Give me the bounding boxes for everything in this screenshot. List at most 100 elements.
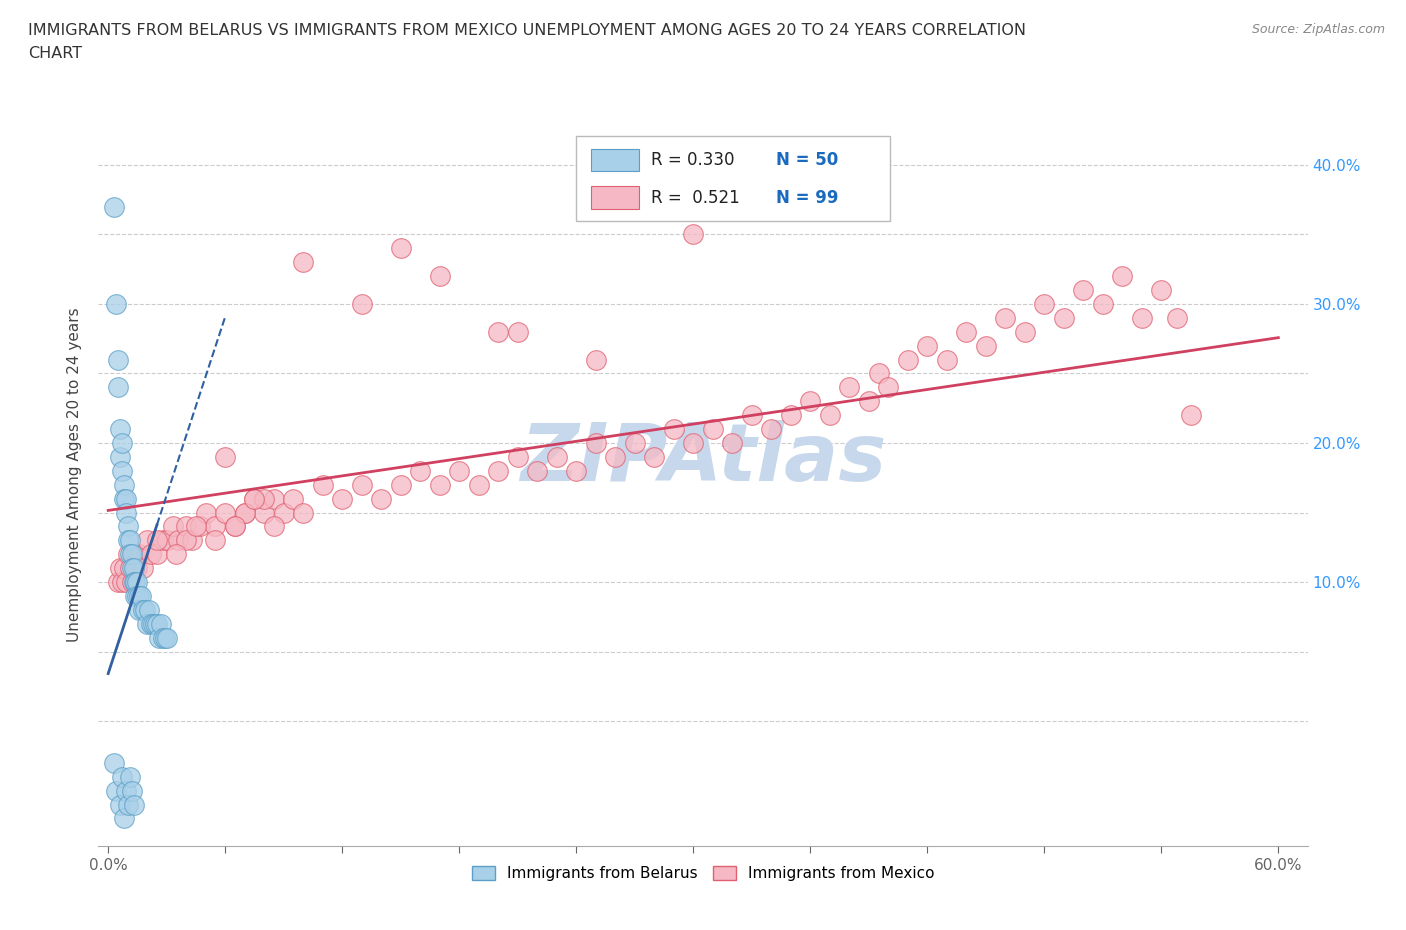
Point <box>139 547 162 562</box>
Point <box>370 491 392 506</box>
Point <box>1111 269 1133 284</box>
Point <box>1053 311 1076 325</box>
Point <box>605 449 627 464</box>
Point <box>139 617 162 631</box>
Point <box>506 449 529 464</box>
Point <box>108 421 131 436</box>
Point <box>818 407 841 422</box>
Point <box>127 589 149 604</box>
Point <box>350 477 373 492</box>
Point <box>132 561 155 576</box>
Point <box>194 505 217 520</box>
Point <box>149 617 172 631</box>
Point <box>146 533 169 548</box>
Point <box>121 547 143 562</box>
Point <box>131 589 153 604</box>
Point <box>702 421 724 436</box>
Point <box>111 463 134 478</box>
Point <box>897 352 920 367</box>
Point <box>128 589 150 604</box>
Point <box>107 575 129 590</box>
Point <box>721 435 744 450</box>
Point <box>153 631 176 645</box>
Point <box>243 491 266 506</box>
Text: R = 0.330: R = 0.330 <box>651 152 734 169</box>
Point <box>117 533 139 548</box>
Point <box>682 435 704 450</box>
Point <box>1091 297 1114 312</box>
Point <box>112 477 135 492</box>
Point <box>114 783 136 798</box>
Point <box>111 769 134 784</box>
Point <box>486 325 509 339</box>
Point <box>108 561 131 576</box>
Point <box>623 435 645 450</box>
Point <box>682 227 704 242</box>
Point <box>146 617 169 631</box>
Point <box>152 631 174 645</box>
Point <box>174 519 197 534</box>
Point <box>935 352 957 367</box>
Text: ZIPAtlas: ZIPAtlas <box>520 420 886 498</box>
Point <box>184 519 207 534</box>
Point <box>111 435 134 450</box>
Point <box>263 491 285 506</box>
Point <box>214 449 236 464</box>
Point <box>761 421 783 436</box>
Point <box>214 505 236 520</box>
Point <box>127 575 149 590</box>
Point <box>273 505 295 520</box>
Text: N = 50: N = 50 <box>776 152 838 169</box>
Point <box>114 575 136 590</box>
Point <box>204 533 226 548</box>
Point <box>117 797 139 812</box>
Point <box>429 477 451 492</box>
Point <box>118 547 141 562</box>
Point <box>108 449 131 464</box>
Point <box>103 755 125 770</box>
Point <box>389 241 412 256</box>
Point <box>117 547 139 562</box>
Point <box>122 797 145 812</box>
Point <box>429 269 451 284</box>
Point <box>486 463 509 478</box>
Point <box>467 477 489 492</box>
Point <box>118 533 141 548</box>
Point <box>103 199 125 214</box>
Point <box>143 617 166 631</box>
Y-axis label: Unemployment Among Ages 20 to 24 years: Unemployment Among Ages 20 to 24 years <box>67 307 83 642</box>
Point <box>152 533 174 548</box>
Point <box>546 449 568 464</box>
Point <box>224 519 246 534</box>
Point <box>643 449 665 464</box>
Point <box>292 255 315 270</box>
Text: CHART: CHART <box>28 46 82 61</box>
Point <box>1166 311 1188 325</box>
Point <box>1071 283 1094 298</box>
Text: IMMIGRANTS FROM BELARUS VS IMMIGRANTS FROM MEXICO UNEMPLOYMENT AMONG AGES 20 TO : IMMIGRANTS FROM BELARUS VS IMMIGRANTS FR… <box>28 23 1026 38</box>
Point <box>526 463 548 478</box>
Point <box>111 575 134 590</box>
Point <box>188 519 211 534</box>
Point <box>877 380 900 395</box>
Point <box>124 575 146 590</box>
Point <box>104 783 127 798</box>
Point <box>224 519 246 534</box>
Point <box>122 575 145 590</box>
Point <box>243 491 266 506</box>
Point <box>118 769 141 784</box>
Point <box>283 491 305 506</box>
Text: Source: ZipAtlas.com: Source: ZipAtlas.com <box>1251 23 1385 36</box>
Point <box>565 463 588 478</box>
Point <box>974 339 997 353</box>
Point <box>121 561 143 576</box>
Point <box>122 561 145 576</box>
Point <box>122 547 145 562</box>
Point <box>112 561 135 576</box>
Point <box>114 491 136 506</box>
Point <box>858 393 880 408</box>
Point <box>128 603 150 618</box>
Point <box>799 393 821 408</box>
Point <box>253 491 276 506</box>
Point <box>779 407 801 422</box>
